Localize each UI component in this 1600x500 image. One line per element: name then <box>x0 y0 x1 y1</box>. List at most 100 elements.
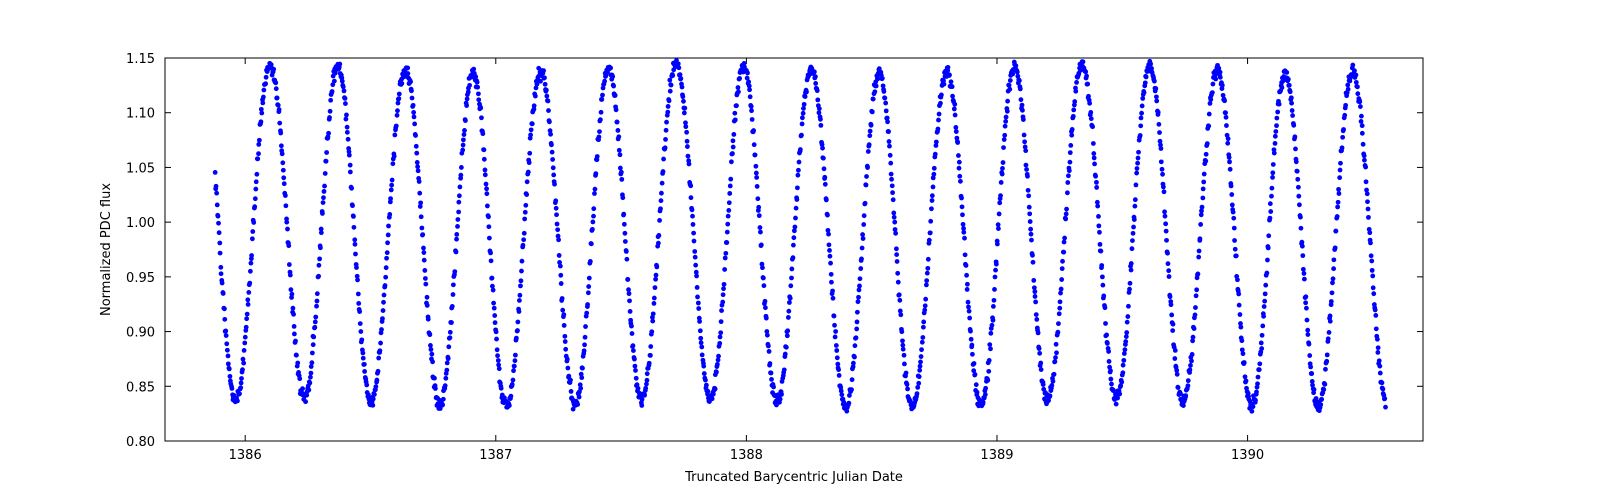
data-point <box>418 200 423 205</box>
data-point <box>381 308 386 313</box>
data-point <box>1193 305 1198 310</box>
data-point <box>1031 278 1036 283</box>
data-point <box>1210 90 1215 95</box>
data-point <box>484 186 489 191</box>
data-point <box>1022 139 1027 144</box>
data-point <box>694 274 699 279</box>
data-point <box>1287 83 1292 88</box>
data-point <box>1002 137 1007 142</box>
data-point <box>1229 184 1234 189</box>
data-point <box>413 133 418 138</box>
data-point <box>291 312 296 317</box>
data-point <box>217 230 222 235</box>
data-point <box>931 185 936 190</box>
data-point <box>340 79 345 84</box>
data-point <box>897 292 902 297</box>
data-point <box>933 152 938 157</box>
data-point <box>1288 89 1293 94</box>
data-point <box>1048 393 1053 398</box>
data-point <box>346 137 351 142</box>
data-point <box>389 183 394 188</box>
data-point <box>1163 214 1168 219</box>
data-point <box>1136 150 1141 155</box>
data-point <box>353 252 358 257</box>
data-point <box>1256 375 1261 380</box>
data-point <box>285 227 290 232</box>
data-point <box>1338 168 1343 173</box>
data-point <box>433 386 438 391</box>
data-point <box>485 204 490 209</box>
data-point <box>930 193 935 198</box>
data-point <box>1131 225 1136 230</box>
data-point <box>457 193 462 198</box>
data-point <box>995 242 1000 247</box>
data-point <box>281 168 286 173</box>
y-tick-label: 0.95 <box>126 271 155 286</box>
data-point <box>517 298 522 303</box>
data-point <box>1290 108 1295 113</box>
data-point <box>1124 330 1129 335</box>
data-point <box>509 394 514 399</box>
data-point <box>693 263 698 268</box>
data-point <box>950 84 955 89</box>
data-point <box>590 227 595 232</box>
y-tick-label: 1.10 <box>126 107 155 122</box>
data-point <box>283 203 288 208</box>
data-point <box>598 117 603 122</box>
data-point <box>279 143 284 148</box>
data-point <box>1232 238 1237 243</box>
data-point <box>411 110 416 115</box>
data-point <box>1302 271 1307 276</box>
data-point <box>375 378 380 383</box>
data-point <box>936 127 941 132</box>
data-point <box>1064 207 1069 212</box>
data-point <box>1070 127 1075 132</box>
data-point <box>1359 114 1364 119</box>
data-point <box>670 73 675 78</box>
data-point <box>988 346 993 351</box>
data-point <box>396 96 401 101</box>
data-point <box>595 154 600 159</box>
data-point <box>839 392 844 397</box>
data-point <box>733 117 738 122</box>
data-point <box>414 151 419 156</box>
data-point <box>1253 398 1258 403</box>
data-point <box>727 191 732 196</box>
data-point <box>496 358 501 363</box>
data-point <box>1234 253 1239 258</box>
data-point <box>423 276 428 281</box>
data-point <box>972 361 977 366</box>
data-point <box>725 222 730 227</box>
data-point <box>499 386 504 391</box>
data-point <box>578 386 583 391</box>
data-point <box>280 151 285 156</box>
data-point <box>895 271 900 276</box>
data-point <box>1238 325 1243 330</box>
data-point <box>1284 70 1289 75</box>
data-point <box>887 144 892 149</box>
data-point <box>1328 319 1333 324</box>
data-point <box>1052 372 1057 377</box>
data-point <box>254 172 259 177</box>
data-point <box>853 343 858 348</box>
data-point <box>1087 101 1092 106</box>
data-point <box>1181 403 1186 408</box>
data-point <box>857 284 862 289</box>
data-point <box>1334 229 1339 234</box>
data-point <box>1037 351 1042 356</box>
data-point <box>794 206 799 211</box>
data-point <box>720 300 725 305</box>
data-point <box>882 96 887 101</box>
data-point <box>613 93 618 98</box>
data-point <box>649 329 654 334</box>
data-point <box>328 109 333 114</box>
data-point <box>1262 299 1267 304</box>
data-point <box>685 144 690 149</box>
data-point <box>801 111 806 116</box>
data-point <box>1197 249 1202 254</box>
data-point <box>837 373 842 378</box>
data-point <box>1065 180 1070 185</box>
data-point <box>918 364 923 369</box>
data-point <box>1166 268 1171 273</box>
data-point <box>1051 379 1056 384</box>
